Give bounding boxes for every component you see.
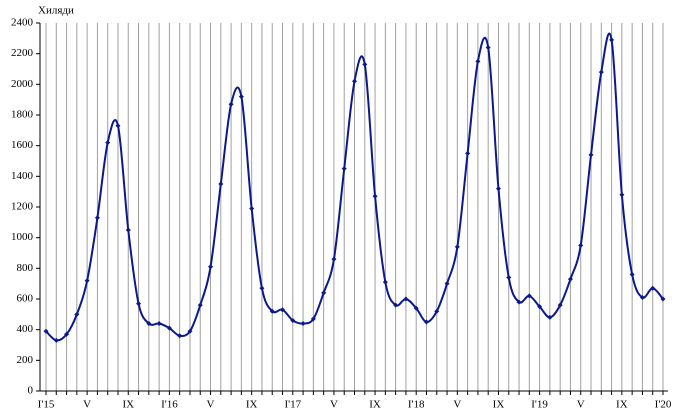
marker <box>269 308 275 314</box>
marker <box>454 244 460 250</box>
marker <box>156 321 162 327</box>
marker <box>578 242 584 248</box>
x-tick-label: IX <box>369 399 381 411</box>
x-tick-label: V <box>83 399 91 411</box>
marker <box>125 227 131 233</box>
marker <box>290 317 296 323</box>
y-tick-label: 0 <box>28 385 34 397</box>
y-tick-label: 1400 <box>11 170 34 182</box>
x-tick-label: I'20 <box>655 399 672 411</box>
y-tick-label: 400 <box>17 323 34 335</box>
marker <box>352 78 357 84</box>
x-tick-label: IX <box>122 399 134 411</box>
marker <box>382 279 388 285</box>
marker <box>588 152 594 158</box>
marker <box>238 94 244 100</box>
x-tick-label: V <box>577 399 585 411</box>
marker <box>105 140 111 146</box>
marker <box>526 293 532 299</box>
y-tick-label: 1800 <box>11 109 34 121</box>
marker <box>629 271 635 277</box>
x-tick-label: IX <box>616 399 628 411</box>
marker <box>321 290 327 296</box>
marker <box>280 307 286 313</box>
x-tick-label: IX <box>246 399 258 411</box>
x-tick-label: I'15 <box>38 399 55 411</box>
marker <box>166 325 172 331</box>
marker <box>43 328 49 334</box>
marker <box>639 294 645 300</box>
marker <box>403 296 409 302</box>
marker <box>413 305 419 311</box>
marker <box>197 302 203 308</box>
x-tick-label: V <box>330 399 338 411</box>
marker <box>495 186 501 192</box>
marker <box>341 166 347 172</box>
y-tick-label: 2200 <box>11 47 34 59</box>
y-tick-label: 200 <box>17 354 34 366</box>
x-tick-label: I'18 <box>408 399 425 411</box>
y-tick-label: 1600 <box>11 139 34 151</box>
y-tick-label: 800 <box>17 262 34 274</box>
marker <box>567 276 573 282</box>
marker <box>444 281 450 287</box>
marker <box>53 337 59 343</box>
marker <box>434 308 440 314</box>
y-tick-label: 1000 <box>11 231 34 243</box>
marker <box>208 264 214 270</box>
marker <box>423 319 429 325</box>
marker <box>64 331 70 337</box>
marker <box>228 101 234 107</box>
marker <box>516 299 522 305</box>
marker <box>485 45 491 51</box>
y-tick-label: 600 <box>17 293 34 305</box>
marker <box>506 275 512 281</box>
marker <box>259 285 265 291</box>
y-tick-label: 1200 <box>11 201 34 213</box>
marker <box>310 316 316 322</box>
marker <box>136 301 142 307</box>
marker <box>619 192 625 198</box>
marker <box>362 61 368 67</box>
marker <box>300 321 306 327</box>
marker <box>84 278 90 284</box>
marker <box>537 304 543 310</box>
y-tick-label: 2400 <box>11 17 34 29</box>
marker <box>660 296 666 302</box>
marker <box>146 321 152 327</box>
marker <box>393 302 399 308</box>
marker <box>475 58 481 64</box>
marker <box>465 150 471 156</box>
marker <box>547 314 553 320</box>
marker <box>372 193 378 199</box>
y-tick-label: 2000 <box>11 78 34 90</box>
marker <box>74 311 80 317</box>
x-tick-label: V <box>453 399 461 411</box>
marker <box>331 256 337 262</box>
marker <box>609 37 615 43</box>
marker <box>94 215 100 221</box>
marker <box>115 123 121 129</box>
marker <box>218 181 224 187</box>
marker <box>187 328 193 334</box>
x-tick-label: I'17 <box>284 399 301 411</box>
marker <box>557 302 563 308</box>
x-tick-label: V <box>207 399 215 411</box>
marker <box>249 206 255 212</box>
x-tick-label: I'16 <box>161 399 178 411</box>
marker <box>598 69 604 75</box>
y-axis-label: Хиляди <box>38 5 74 17</box>
marker <box>177 333 183 339</box>
x-tick-label: I'19 <box>531 399 548 411</box>
marker <box>650 285 656 291</box>
x-tick-label: IX <box>493 399 505 411</box>
